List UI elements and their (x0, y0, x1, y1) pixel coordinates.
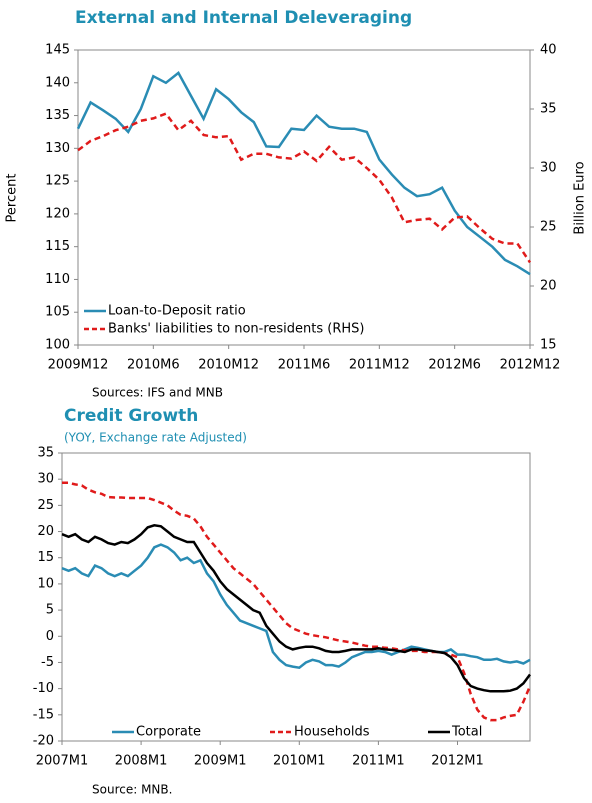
series-line (62, 481, 532, 722)
legend-label: Banks' liabilities to non-residents (RHS… (108, 322, 364, 337)
y-axis-label: Percent (5, 174, 20, 223)
tick-label: 145 (45, 43, 70, 58)
tick-label: 125 (45, 174, 70, 189)
tick-label: 140 (45, 75, 70, 90)
tick-label: 100 (45, 338, 70, 353)
tick-label: 35 (37, 446, 54, 461)
legend-label: Loan-to-Deposit ratio (108, 304, 246, 319)
series-line (77, 112, 532, 264)
source-note: Source: MNB. (92, 783, 172, 797)
tick-label: 130 (45, 141, 70, 156)
chart-subtitle: (YOY, Exchange rate Adjusted) (64, 431, 247, 445)
x-tick-label: 2010M12 (198, 358, 259, 373)
tick-label: 15 (540, 338, 557, 353)
x-tick-label: 2009M1 (194, 754, 247, 769)
chart-title: Credit Growth (64, 406, 198, 426)
legend-label: Total (451, 725, 482, 740)
tick-label: 115 (45, 239, 70, 254)
legend-label: Households (294, 725, 370, 740)
tick-label: 25 (37, 498, 54, 513)
tick-label: 25 (540, 220, 557, 235)
tick-label: -10 (33, 681, 54, 696)
chart-title: External and Internal Deleveraging (75, 8, 412, 28)
tick-label: -15 (33, 707, 54, 722)
tick-label: 40 (540, 43, 557, 58)
x-tick-label: 2011M1 (352, 754, 405, 769)
tick-label: 15 (37, 550, 54, 565)
series-line (61, 543, 531, 670)
tick-label: 0 (46, 629, 54, 644)
x-tick-label: 2012M6 (428, 358, 481, 373)
x-tick-label: 2007M1 (36, 754, 89, 769)
tick-label: 5 (46, 603, 54, 618)
tick-label: 20 (540, 279, 557, 294)
tick-label: 10 (37, 576, 54, 591)
tick-label: 20 (37, 524, 54, 539)
x-tick-label: 2011M12 (349, 358, 410, 373)
x-tick-label: 2009M12 (48, 358, 109, 373)
source-note: Sources: IFS and MNB (92, 386, 223, 400)
x-tick-label: 2010M1 (273, 754, 326, 769)
x-tick-label: 2012M1 (431, 754, 484, 769)
series-line (76, 71, 531, 276)
plot-frame (61, 452, 531, 742)
tick-label: 110 (45, 272, 70, 287)
x-tick-label: 2010M6 (127, 358, 180, 373)
tick-label: 30 (37, 472, 54, 487)
x-tick-label: 2011M6 (278, 358, 331, 373)
tick-label: 135 (45, 108, 70, 123)
legend-label: Corporate (136, 725, 201, 740)
tick-label: -5 (41, 655, 54, 670)
tick-label: 120 (45, 206, 70, 221)
tick-label: 105 (45, 305, 70, 320)
series-line (61, 524, 532, 693)
x-tick-label: 2008M1 (115, 754, 168, 769)
tick-label: 30 (540, 161, 557, 176)
x-tick-label: 2012M12 (500, 358, 561, 373)
tick-label: 35 (540, 102, 557, 117)
y2-axis-label: Billion Euro (573, 161, 588, 234)
tick-label: -20 (33, 734, 54, 749)
